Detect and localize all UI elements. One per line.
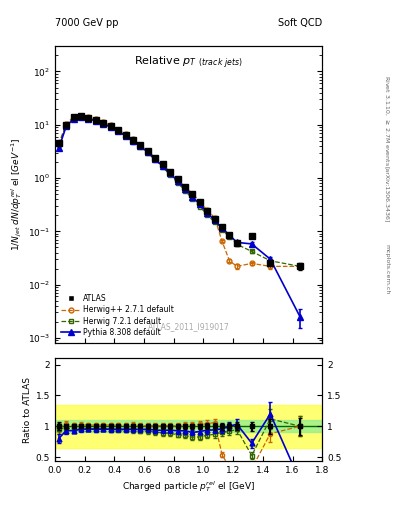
Text: ATLAS_2011_I919017: ATLAS_2011_I919017 xyxy=(148,322,230,331)
Bar xyxy=(55,404,322,448)
X-axis label: Charged particle $p^{rel}_T$ el [GeV]: Charged particle $p^{rel}_T$ el [GeV] xyxy=(122,479,255,494)
Text: mcplots.cern.ch: mcplots.cern.ch xyxy=(385,244,389,294)
Text: Relative $p_T$ $_{(track\ jets)}$: Relative $p_T$ $_{(track\ jets)}$ xyxy=(134,55,243,71)
Y-axis label: $1/N_{jet}$ $dN/dp^{rel}_T$ el $[GeV^{-1}]$: $1/N_{jet}$ $dN/dp^{rel}_T$ el $[GeV^{-1… xyxy=(9,138,24,251)
Text: 7000 GeV pp: 7000 GeV pp xyxy=(55,18,119,28)
Text: [arXiv:1306.3436]: [arXiv:1306.3436] xyxy=(385,166,389,223)
Y-axis label: Ratio to ATLAS: Ratio to ATLAS xyxy=(23,377,31,442)
Bar xyxy=(55,420,322,433)
Text: Rivet 3.1.10, $\geq$ 2.7M events: Rivet 3.1.10, $\geq$ 2.7M events xyxy=(383,75,391,166)
Legend: ATLAS, Herwig++ 2.7.1 default, Herwig 7.2.1 default, Pythia 8.308 default: ATLAS, Herwig++ 2.7.1 default, Herwig 7.… xyxy=(59,292,176,339)
Text: Soft QCD: Soft QCD xyxy=(278,18,322,28)
